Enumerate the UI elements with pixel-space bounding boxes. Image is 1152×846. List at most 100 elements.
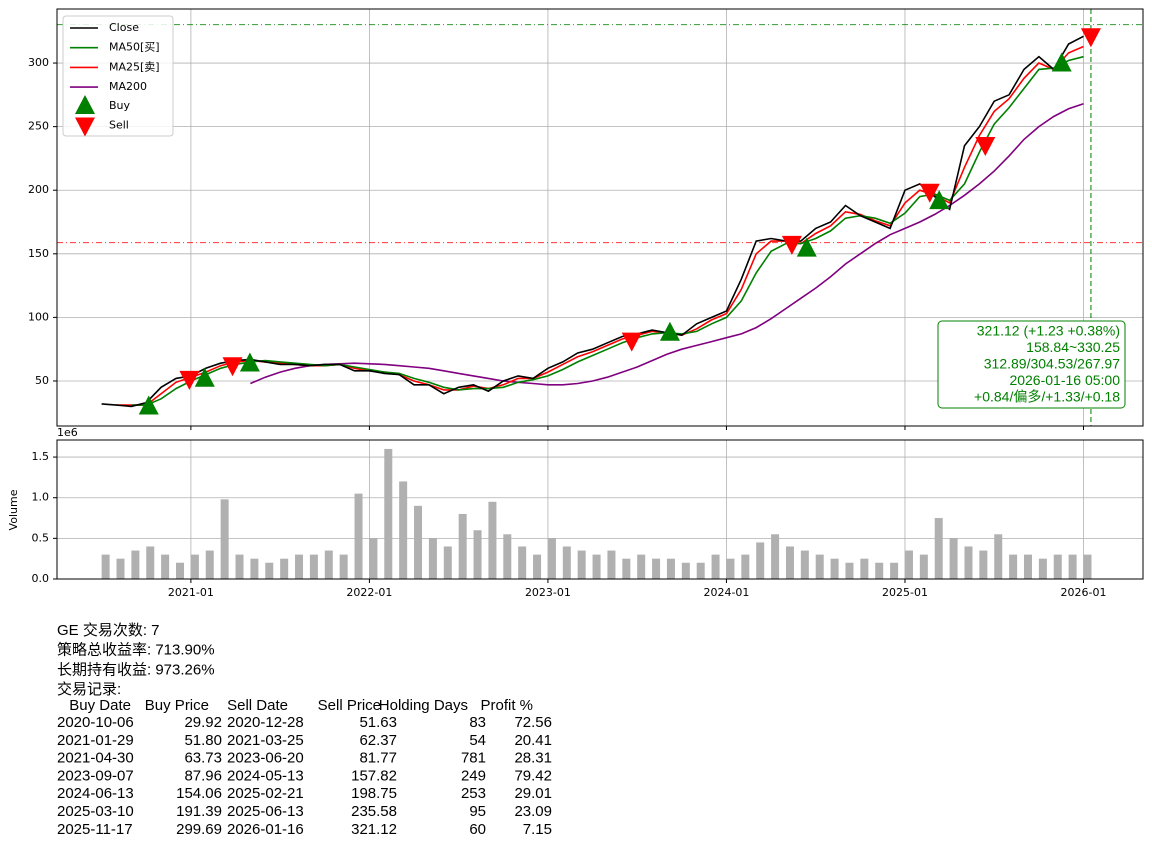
- summary-line: 策略总收益率: 713.90%: [57, 642, 215, 659]
- table-header: Holding Days: [379, 697, 468, 714]
- table-cell: 54: [469, 732, 486, 749]
- bar: [1053, 554, 1062, 579]
- x-tick-label: 2024-01: [703, 586, 749, 599]
- table-cell: 23.09: [514, 803, 552, 820]
- bar: [428, 538, 437, 579]
- bar: [562, 546, 571, 579]
- table-header: Buy Price: [145, 697, 209, 714]
- bar: [696, 562, 705, 579]
- annotation-text: 158.84~330.25: [1026, 339, 1120, 355]
- table-cell: 2023-06-20: [227, 750, 304, 767]
- y-tick-label: 0.5: [32, 531, 50, 544]
- bar: [890, 562, 899, 579]
- table-cell: 2025-11-17: [57, 821, 133, 838]
- table-cell: 2021-04-30: [57, 750, 134, 767]
- table-cell: 781: [461, 750, 486, 767]
- bar: [369, 538, 378, 579]
- annotation-text: +0.84/偏多/+1.33/+0.18: [974, 388, 1120, 404]
- bar: [1038, 558, 1047, 579]
- y-tick-label: 100: [28, 310, 49, 323]
- bar: [190, 554, 199, 579]
- buy-marker: [929, 190, 950, 210]
- bar: [250, 558, 259, 579]
- table-cell: 2020-12-28: [227, 714, 304, 731]
- sell-marker: [621, 332, 642, 352]
- y-tick-label: 1.0: [32, 491, 50, 504]
- bar: [785, 546, 794, 579]
- bar: [280, 558, 289, 579]
- bar: [161, 554, 170, 579]
- bar: [488, 501, 497, 579]
- bar: [518, 546, 527, 579]
- y-tick-label: 250: [28, 120, 49, 133]
- table-cell: 321.12: [351, 821, 397, 838]
- series-line: [116, 45, 1084, 406]
- y-tick-label: 0.0: [32, 572, 50, 585]
- legend-label: MA50[买]: [109, 41, 160, 54]
- table-cell: 60: [469, 821, 486, 838]
- bar: [458, 513, 467, 579]
- table-cell: 51.63: [359, 714, 397, 731]
- series-line: [131, 55, 1084, 406]
- bar: [756, 542, 765, 579]
- x-tick-label: 2026-01: [1061, 586, 1107, 599]
- annotation-text: 2026-01-16 05:00: [1009, 372, 1120, 388]
- y-tick-label: 50: [35, 374, 49, 387]
- table-cell: 157.82: [351, 767, 397, 784]
- bar: [101, 554, 110, 579]
- table-header: Sell Date: [227, 697, 288, 714]
- bar: [399, 481, 408, 579]
- bar: [726, 558, 735, 579]
- table-cell: 2021-01-29: [57, 732, 134, 749]
- bar: [354, 493, 363, 579]
- legend-label: MA200: [109, 80, 147, 93]
- bar: [800, 550, 809, 579]
- table-cell: 63.73: [184, 750, 222, 767]
- buy-marker: [138, 395, 159, 415]
- legend-label: Buy: [109, 99, 131, 112]
- bar: [934, 518, 943, 579]
- plot-frame: [56, 8, 1144, 427]
- bar: [592, 554, 601, 579]
- bar: [1023, 554, 1032, 579]
- x-tick-label: 2023-01: [525, 586, 571, 599]
- bar: [979, 550, 988, 579]
- x-tick-label: 2021-01: [168, 586, 214, 599]
- buy-marker: [194, 367, 215, 387]
- bar: [607, 550, 616, 579]
- bar: [295, 554, 304, 579]
- legend-label: MA25[卖]: [109, 60, 160, 73]
- table-cell: 2025-02-21: [227, 785, 304, 802]
- buy-marker: [659, 321, 680, 341]
- bar: [146, 546, 155, 579]
- bar: [741, 554, 750, 579]
- bar: [176, 562, 185, 579]
- table-cell: 2025-03-10: [57, 803, 134, 820]
- table-cell: 87.96: [184, 767, 222, 784]
- bar: [384, 448, 393, 579]
- table-cell: 2021-03-25: [227, 732, 304, 749]
- y-tick-label: 1.5: [32, 450, 50, 463]
- sell-marker: [975, 136, 996, 156]
- table-cell: 2020-10-06: [57, 714, 134, 731]
- bar: [473, 530, 482, 579]
- table-cell: 72.56: [514, 714, 552, 731]
- bar: [964, 546, 973, 579]
- table-cell: 191.39: [176, 803, 222, 820]
- summary-line: GE 交易次数: 7: [57, 621, 160, 639]
- table-header: Sell Price: [318, 697, 381, 714]
- bar: [652, 558, 661, 579]
- table-cell: 299.69: [176, 821, 222, 838]
- y-tick-label: 200: [28, 183, 49, 196]
- legend-label: Close: [109, 21, 139, 34]
- bar: [220, 499, 229, 579]
- table-cell: 81.77: [359, 750, 397, 767]
- bar: [919, 554, 928, 579]
- summary-line: 交易记录:: [57, 680, 121, 698]
- table-cell: 95: [469, 803, 486, 820]
- bar: [547, 538, 556, 579]
- buy-marker: [796, 237, 817, 257]
- table-cell: 83: [469, 714, 486, 731]
- table-cell: 154.06: [176, 785, 222, 802]
